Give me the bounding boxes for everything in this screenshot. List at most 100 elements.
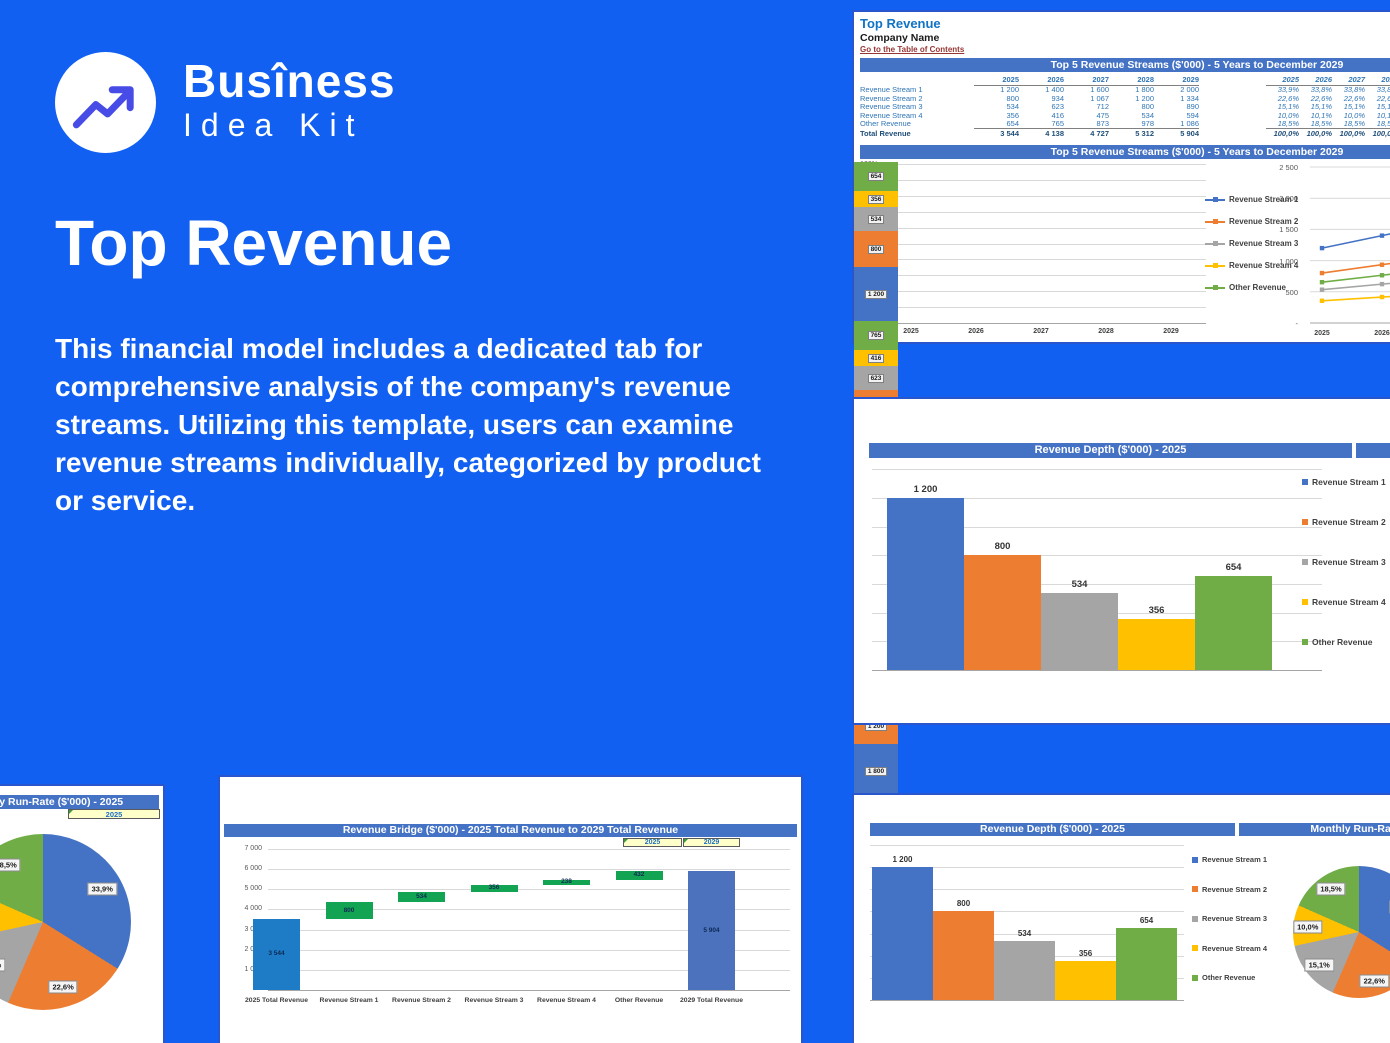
legend-line-marker [1205,241,1225,246]
total-pct-cell: 100,0% [1372,128,1390,138]
bar-segment-label: 1 200 [864,289,888,299]
value-cell: 1 334 [1180,93,1199,103]
legend-label: Revenue Stream 2 [1312,517,1386,527]
pie-slice-label: 18,5% [1316,882,1346,896]
bar-segment-4: 416 [854,350,898,367]
line-point-marker [1379,273,1385,278]
stacked-x-tick-label: 2027 [1033,328,1049,335]
stacked-gridline [882,307,1206,309]
pct-cell: 33,8% [1343,85,1365,94]
stacked-x-tick-label: 2025 [903,328,919,335]
bridge-year-from-dropdown[interactable]: 2025 [623,838,682,847]
pie-slice-label: 15,1% [0,958,6,972]
legend-marker-square [1302,519,1308,525]
legend-item: Revenue Stream 2 [1205,217,1298,226]
value-cell: 873 [1064,120,1109,129]
value-cell: 978 [1109,120,1154,129]
legend-label: Revenue Stream 3 [1202,914,1268,923]
depth-bar-value-label: 356 [1148,604,1165,616]
depth-bar-value-label: 654 [1225,562,1242,574]
year-column-header: 2026 [1019,74,1064,86]
year-column-header: 2027 [1064,74,1109,86]
stacked-gridline [882,227,1206,229]
total-value-cell: 3 544 [1000,128,1019,138]
brand-name-bottom: Idea Kit [183,107,364,143]
bridge-y-tick-label: 7 000 [244,845,262,852]
total-pct-cell: 100,0% [1339,128,1365,138]
pct-year-column-header: 2027 [1332,74,1365,86]
bar-segment-label: 356 [867,194,885,204]
line-chart [1310,166,1390,324]
pct-cell: 15,1% [1277,102,1299,112]
year-dropdown[interactable]: 2025 [68,809,160,819]
legend-item: Revenue Stream 1 [1302,477,1386,487]
legend-marker-square [1302,559,1308,565]
value-cell: 594 [1186,110,1199,120]
bridge-x-tick-label: 2029 Total Revenue [680,997,743,1004]
bridge-year-to-dropdown[interactable]: 2029 [683,838,740,847]
depth-gridline [872,526,1322,528]
bridge-bar-3 [398,891,445,903]
depth-gridline [870,1000,1184,1001]
bridge-x-tick-label: Revenue Stream 3 [464,997,524,1004]
pie-slice-label: 18,5% [0,858,21,872]
revenue-depth-chart: 1 200 800 534 356 654 Revenue Stream 1 Revenue… [854,399,1390,723]
line-point-marker [1319,270,1325,276]
bridge-year-from-value: 2025 [644,839,661,846]
revenue-depth-header-2: Revenue Depth ($'000) - 2025 [870,823,1235,836]
line-point-marker [1379,262,1385,267]
depth-bar-value-label: 800 [994,541,1011,553]
total-value-cell: 4 138 [1045,128,1064,138]
legend-line-marker [1205,263,1225,268]
depth-gridline [870,867,1184,869]
value-cell: 623 [1051,102,1064,112]
panel-revenue-bridge: Revenue Bridge ($'000) - 2025 Total Reve… [218,775,803,1043]
revenue-depth-header: Revenue Depth ($'000) - 2025 [869,443,1352,458]
pct-cell: 22,6% [1343,93,1365,103]
legend-line-marker [1205,197,1225,202]
legend-label: Other Revenue [1229,283,1286,292]
value-cell: 1 067 [1090,93,1109,103]
legend-item: Revenue Stream 3 [1205,239,1298,248]
line-point-marker [1319,298,1325,303]
bridge-bar-value-label: 432 [633,871,645,879]
brand-wordmark: Busîness Idea Kit [183,58,396,142]
bridge-bar-6 [615,871,663,880]
group-spacer [1199,95,1266,104]
stacked-gridline [882,211,1206,213]
bar-segment-4: 356 [854,191,898,208]
bar-segment-1: 1 200 [854,267,898,321]
row-label: Revenue Stream 2 [860,93,923,103]
next-section-header-fragment [1356,443,1390,458]
bridge-gridline [268,989,790,991]
line-point-marker [1379,294,1385,300]
depth-bar-5 [1195,576,1272,670]
total-label: Total Revenue [860,128,911,138]
depth-gridline [872,497,1322,499]
legend-item: Revenue Stream 3 [1302,557,1386,567]
legend-label: Revenue Stream 1 [1202,855,1268,864]
legend-label: Revenue Stream 3 [1312,557,1386,567]
legend-item: Revenue Stream 2 [1192,885,1267,894]
line-point-marker [1319,279,1325,285]
line-y-tick-label: 1 500 [1279,225,1298,235]
pct-cell: 15,1% [1310,102,1332,112]
legend-label: Other Revenue [1202,973,1256,982]
bar-segment-label: 416 [867,353,885,363]
row-label: Revenue Stream 1 [860,85,923,94]
depth-bar-4 [1118,618,1195,670]
depth-bar-2 [964,555,1041,670]
value-cell: 654 [974,120,1019,129]
line-y-tick-label: 1 000 [1279,256,1298,266]
line-x-tick-label: 2025 [1314,330,1330,337]
legend-marker-square [1302,479,1308,485]
depth-gridline [870,889,1184,891]
line-y-tick-label: 500 [1285,287,1298,297]
pct-cell: 15,1% [1376,102,1390,112]
toc-link[interactable]: Go to the Table of Contents [860,45,965,54]
legend-item: Other Revenue [1205,283,1286,292]
sheet-company-name: Company Name [860,32,940,44]
depth-bar-1 [887,497,964,670]
depth-gridline [870,911,1184,913]
depth-gridline [872,583,1322,585]
